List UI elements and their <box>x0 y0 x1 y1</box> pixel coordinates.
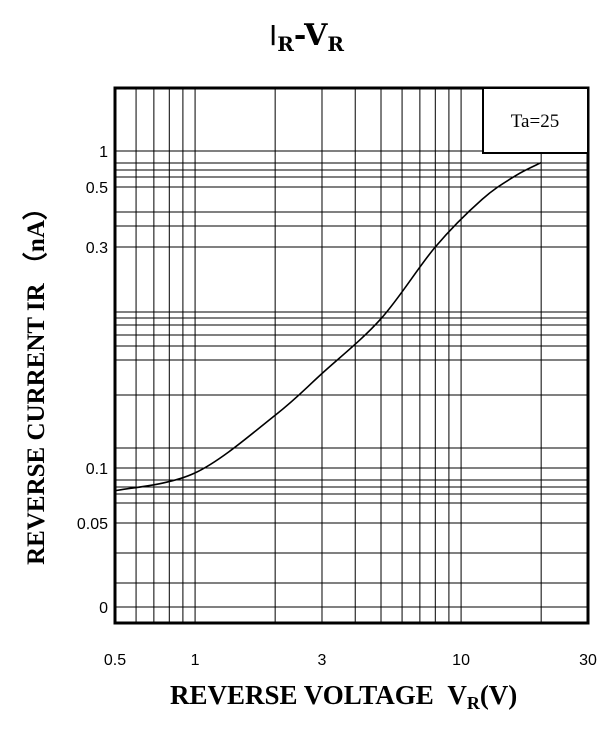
y-tick-label: 0.3 <box>86 240 108 257</box>
x-axis-label-unit: (V) <box>479 680 518 710</box>
title-current-subscript: R <box>277 32 294 56</box>
x-tick-label: 0.5 <box>104 652 126 669</box>
x-axis-label: REVERSE VOLTAGE VR(V) <box>170 680 517 714</box>
annotation-box <box>482 87 589 154</box>
grid-lines <box>115 88 588 623</box>
series-line <box>114 161 542 492</box>
x-axis-label-text: REVERSE VOLTAGE <box>170 680 434 710</box>
chart-title: IR-VR <box>0 18 613 56</box>
y-tick-label: 0.5 <box>86 180 108 197</box>
title-voltage-subscript: R <box>327 32 345 56</box>
x-axis-label-variable: V <box>447 680 467 710</box>
x-tick-label: 1 <box>191 652 200 669</box>
title-voltage-symbol: V <box>304 18 328 53</box>
y-tick-label: 0.05 <box>77 516 108 533</box>
x-tick-label: 30 <box>579 652 597 669</box>
x-tick-label: 3 <box>318 652 327 669</box>
y-tick-label: 0 <box>99 600 108 617</box>
title-separator: - <box>293 18 305 53</box>
tick-labels: 0.5 1 3 10 30 1 0.5 0.3 0.1 0.05 0 <box>77 144 597 669</box>
title-current-symbol: I <box>268 19 278 52</box>
x-axis-label-subscript: R <box>466 693 480 713</box>
annotation-label: Ta=25 <box>511 111 559 132</box>
y-tick-label: 0.1 <box>86 461 108 478</box>
y-tick-label: 1 <box>99 144 108 161</box>
plot-frame <box>113 86 590 625</box>
x-tick-label: 10 <box>452 652 470 669</box>
